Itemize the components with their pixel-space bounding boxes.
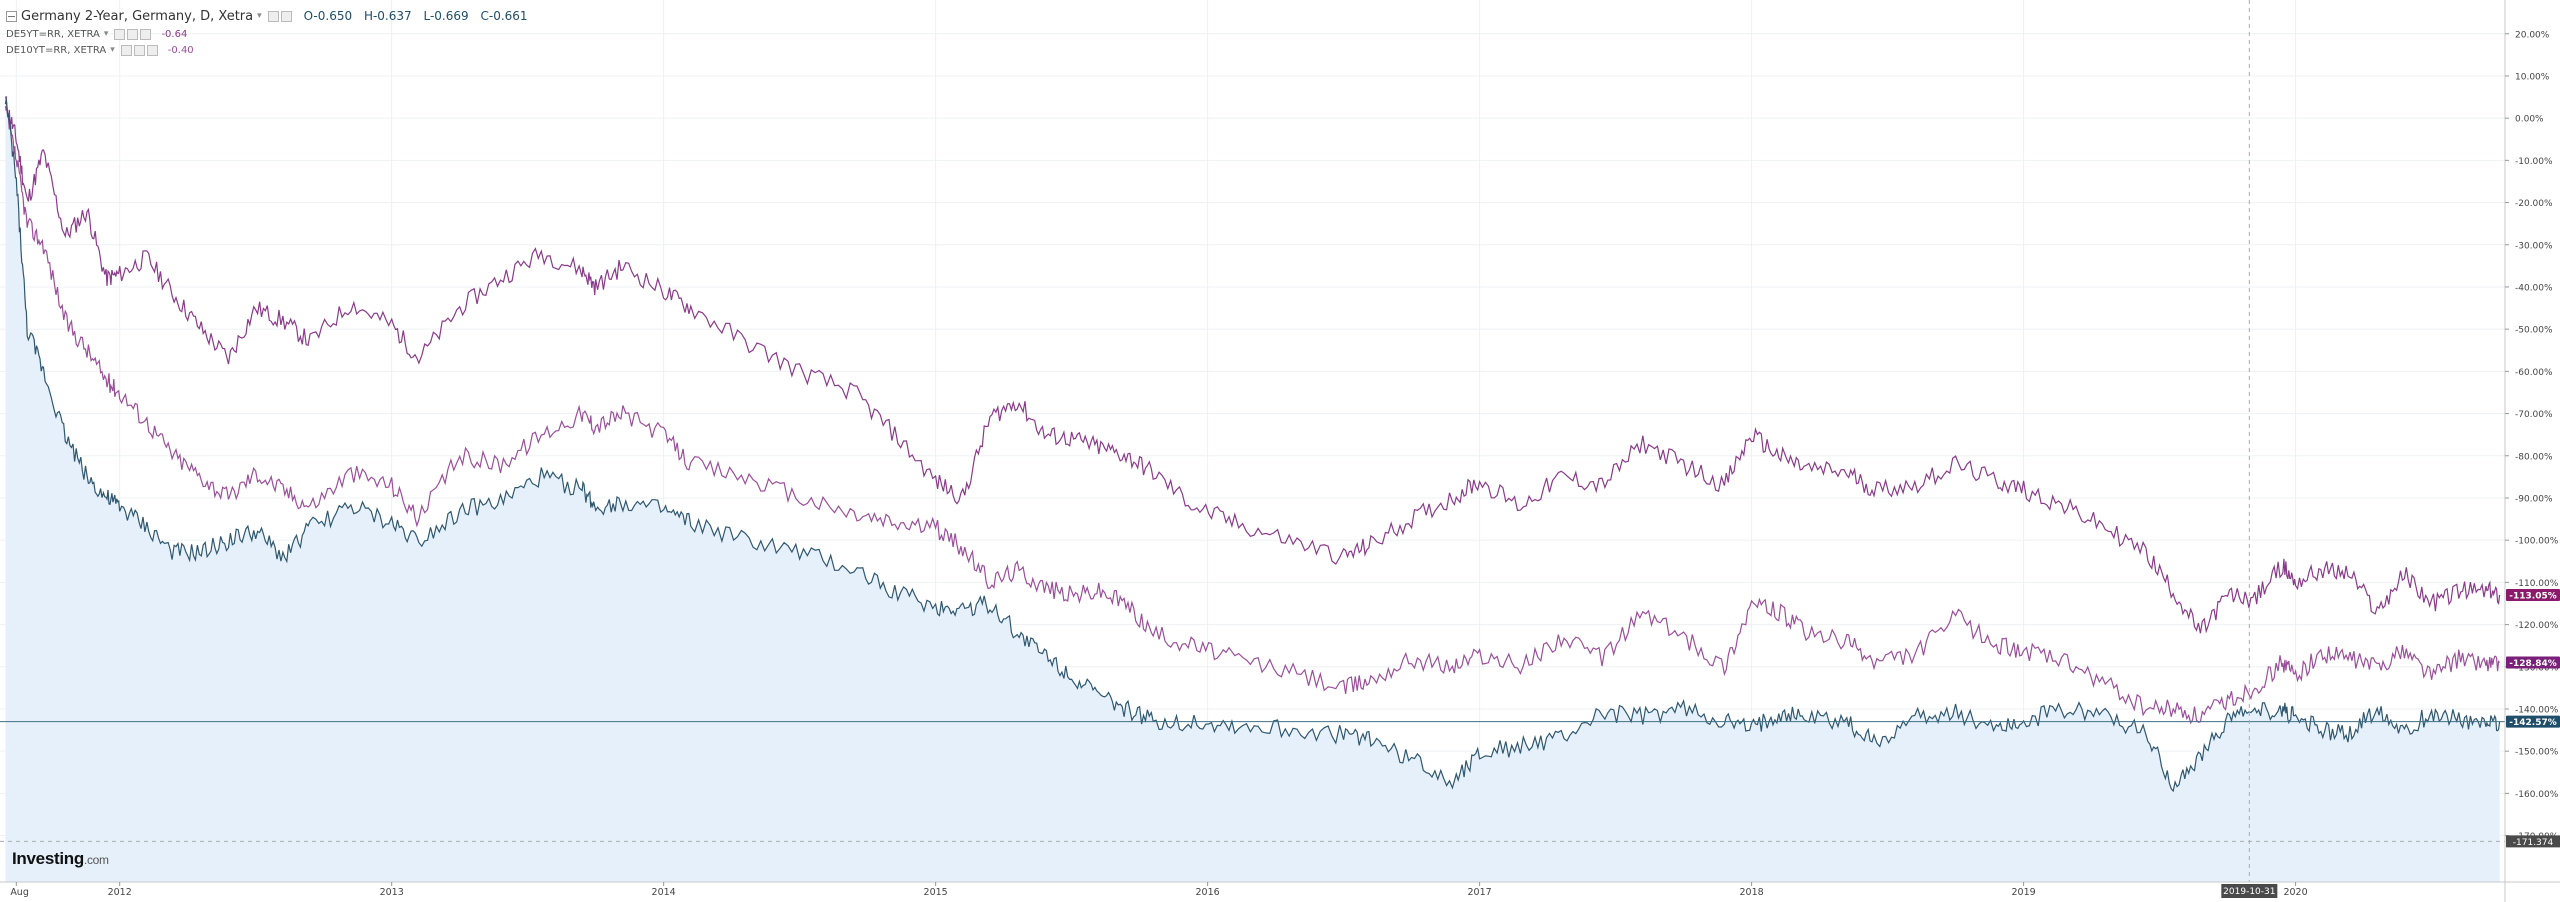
low-value: L-0.669	[423, 9, 469, 23]
crosshair-x-label: 2019-10-31	[2223, 887, 2275, 897]
x-tick-label: 2016	[1196, 887, 1220, 898]
open-value: O-0.650	[303, 9, 353, 23]
x-tick-label: 2012	[108, 887, 132, 898]
close-icon[interactable]	[146, 44, 158, 56]
x-tick-label: 2017	[1468, 887, 1492, 898]
visibility-icon[interactable]	[114, 28, 126, 40]
series-2-badge-label: -128.84%	[2509, 659, 2556, 669]
chevron-down-icon[interactable]: ▾	[110, 45, 115, 55]
series-1-badge	[2506, 589, 2560, 602]
y-tick-label: 10.00%	[2515, 72, 2550, 82]
y-tick-label: -30.00%	[2515, 241, 2553, 251]
y-tick-label: -110.00%	[2515, 579, 2559, 589]
series2-value: -0.40	[167, 44, 194, 56]
series1-value: -0.64	[161, 28, 188, 40]
series1-label: DE5YT=RR, XETRA	[6, 28, 100, 40]
legend-series1-row[interactable]: DE5YT=RR, XETRA ▾ -0.64	[6, 26, 536, 42]
y-tick-label: -20.00%	[2515, 199, 2553, 209]
collapse-legend-icon[interactable]	[6, 10, 17, 22]
x-tick-label: Aug	[10, 887, 29, 898]
x-axis-panel[interactable]	[0, 882, 2560, 902]
crosshair-y-label: -171.374	[2513, 838, 2554, 848]
x-tick-label: 2020	[2283, 887, 2307, 898]
x-tick-label: 2018	[1740, 887, 1764, 898]
series-3-badge-label: -142.57%	[2509, 718, 2556, 728]
legend-main-title: Germany 2-Year, Germany, D, Xetra	[21, 8, 254, 24]
settings-icon[interactable]	[267, 10, 279, 22]
investing-logo[interactable]: Investing.com	[12, 849, 109, 869]
close-icon[interactable]	[140, 28, 152, 40]
y-tick-label: -100.00%	[2515, 537, 2559, 547]
y-tick-label: -10.00%	[2515, 157, 2553, 167]
series2-label: DE10YT=RR, XETRA	[6, 44, 107, 56]
chevron-down-icon[interactable]: ▾	[103, 29, 109, 39]
y-tick-label: -50.00%	[2515, 326, 2553, 336]
settings-icon[interactable]	[127, 28, 139, 40]
close-value: C-0.661	[480, 9, 528, 23]
y-tick-label: 20.00%	[2515, 30, 2550, 40]
legend-series2-row[interactable]: DE10YT=RR, XETRA ▾ -0.40	[6, 42, 536, 58]
y-tick-label: -140.00%	[2515, 705, 2559, 715]
x-tick-label: 2019	[2011, 887, 2035, 898]
y-tick-label: -80.00%	[2515, 452, 2553, 462]
series-layer	[0, 96, 2505, 793]
ohlc-values: O-0.650 H-0.637 L-0.669 C-0.661	[304, 9, 536, 23]
main-series-area	[5, 98, 2500, 882]
crosshair-x-badge	[2221, 884, 2278, 898]
y-tick-label: -40.00%	[2515, 283, 2553, 293]
legend-main-row[interactable]: Germany 2-Year, Germany, D, Xetra ▾ O-0.…	[6, 6, 536, 26]
y-tick-label: 0.00%	[2515, 115, 2544, 125]
area-layer	[5, 98, 2500, 882]
legend: Germany 2-Year, Germany, D, Xetra ▾ O-0.…	[6, 6, 536, 58]
y-tick-label: -150.00%	[2515, 748, 2559, 758]
y-axis-panel[interactable]	[2505, 0, 2560, 902]
series-line-1[interactable]	[4, 96, 2501, 634]
brand-domain: .com	[83, 853, 109, 867]
series-1-badge-label: -113.05%	[2509, 592, 2556, 602]
series-3-badge	[2506, 715, 2560, 728]
close-icon[interactable]	[280, 10, 292, 22]
series-line-2[interactable]	[4, 106, 2501, 725]
settings-icon[interactable]	[133, 44, 145, 56]
y-tick-label: -160.00%	[2515, 790, 2559, 800]
visibility-icon[interactable]	[120, 44, 132, 56]
y-tick-label: -70.00%	[2515, 410, 2553, 420]
x-tick-label: 2015	[924, 887, 948, 898]
brand-name: Investing	[12, 849, 84, 868]
series-line-3[interactable]	[4, 98, 2501, 793]
series-2-badge	[2506, 656, 2560, 669]
high-value: H-0.637	[363, 9, 412, 23]
y-tick-label: -120.00%	[2515, 621, 2559, 631]
x-tick-label: 2013	[380, 887, 404, 898]
crosshair-y-badge	[2506, 835, 2560, 848]
y-tick-label: -60.00%	[2515, 368, 2553, 378]
x-tick-label: 2014	[652, 887, 676, 898]
y-tick-label: -90.00%	[2515, 494, 2553, 504]
chevron-down-icon[interactable]: ▾	[257, 11, 262, 21]
